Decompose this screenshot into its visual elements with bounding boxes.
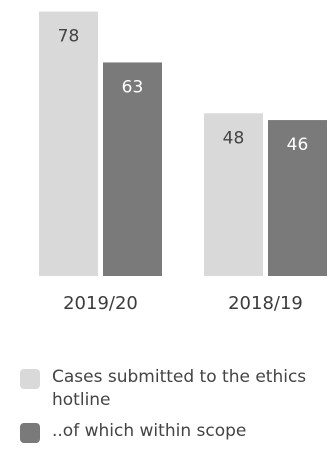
category-label-2019-20: 2019/20 bbox=[63, 293, 138, 314]
bar-chart: 78 63 2019/20 48 46 2018/19 bbox=[39, 11, 327, 314]
bar-2019-20-in-scope bbox=[103, 62, 162, 277]
bar-2019-20-submitted bbox=[39, 11, 98, 277]
legend-label-within-scope: ..of which within scope bbox=[52, 421, 247, 441]
legend-item-within-scope: ..of which within scope bbox=[20, 420, 320, 443]
data-label-2018-19-in-scope: 46 bbox=[287, 135, 309, 155]
data-label-2018-19-submitted: 48 bbox=[223, 128, 245, 148]
legend-item-cases-submitted: Cases submitted to the ethics hotline bbox=[20, 366, 320, 412]
data-label-2019-20-in-scope: 63 bbox=[122, 77, 144, 97]
category-label-2018-19: 2018/19 bbox=[228, 293, 303, 314]
legend-swatch-within-scope bbox=[20, 423, 40, 443]
legend-swatch-cases-submitted bbox=[20, 369, 40, 389]
bar-2018-19-in-scope bbox=[268, 120, 327, 276]
data-label-2019-20-submitted: 78 bbox=[58, 27, 80, 47]
bar-2018-19-submitted bbox=[204, 113, 263, 276]
legend-label-cases-submitted: Cases submitted to the ethics hotline bbox=[52, 367, 307, 410]
chart-legend: Cases submitted to the ethics hotline ..… bbox=[20, 366, 320, 443]
